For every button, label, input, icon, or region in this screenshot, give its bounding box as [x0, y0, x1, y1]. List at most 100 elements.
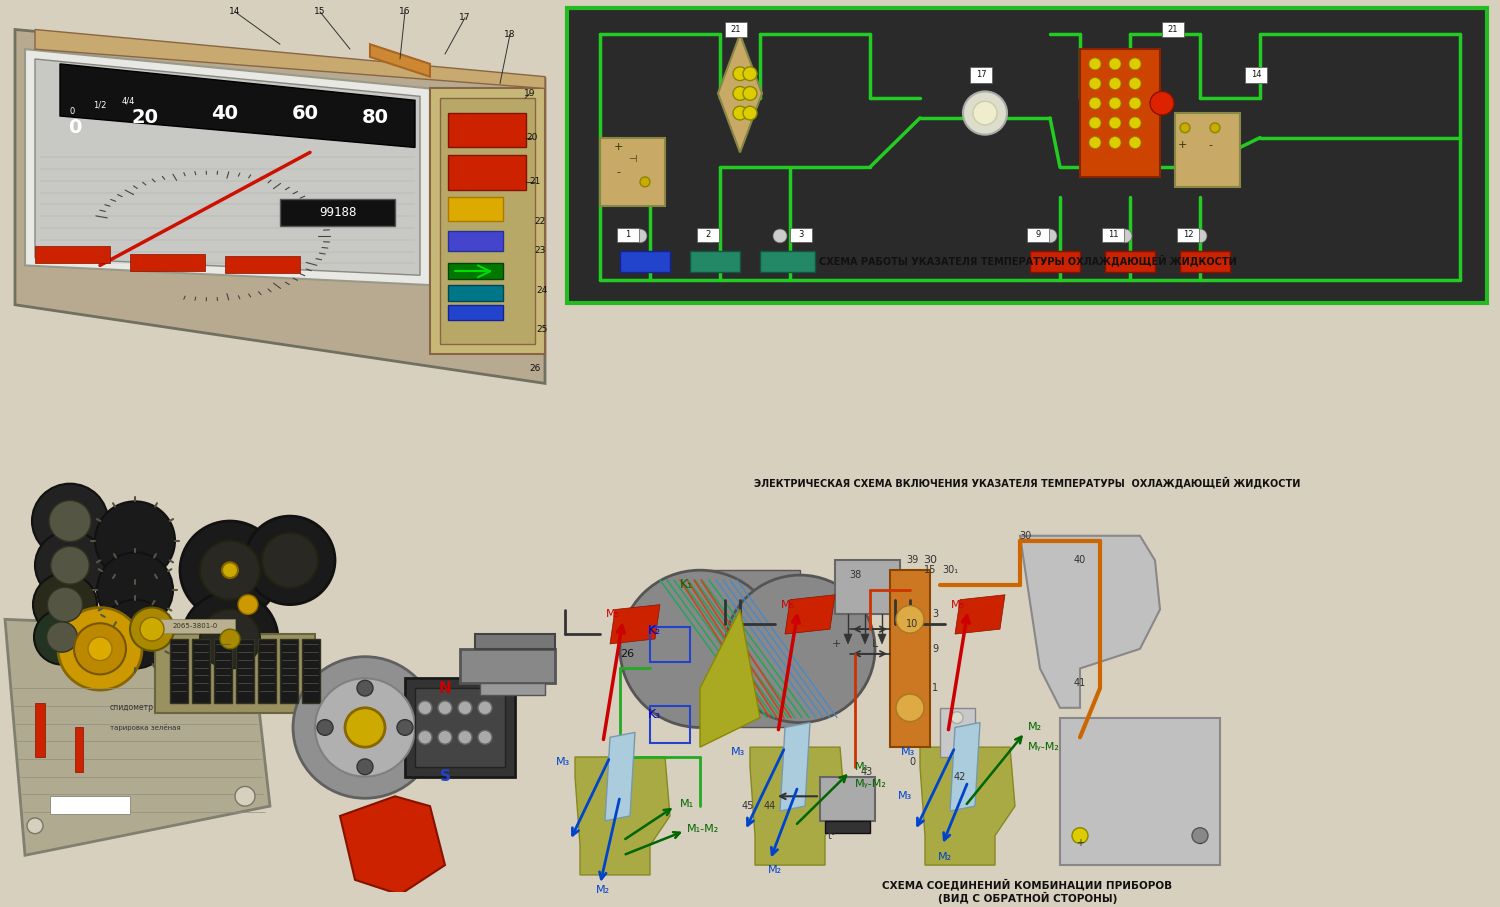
Circle shape [734, 67, 747, 81]
Bar [280, 639, 298, 703]
Circle shape [140, 618, 164, 641]
Text: 3: 3 [798, 230, 804, 239]
Text: +: + [614, 142, 622, 152]
Text: M₃: M₃ [898, 791, 912, 801]
Polygon shape [1020, 536, 1160, 707]
Circle shape [438, 701, 452, 715]
Circle shape [236, 786, 255, 806]
Bar [214, 639, 232, 703]
Bar [448, 305, 503, 320]
Text: 3: 3 [932, 610, 938, 619]
Circle shape [100, 600, 170, 668]
Bar [416, 688, 506, 766]
Bar [724, 22, 747, 37]
Bar [836, 561, 900, 614]
Circle shape [58, 608, 142, 690]
Text: 9: 9 [1035, 230, 1041, 239]
Text: 1/2: 1/2 [93, 101, 106, 110]
Text: Mᵧ-M₂: Mᵧ-M₂ [855, 779, 886, 789]
Polygon shape [861, 634, 868, 644]
Text: t°: t° [828, 831, 837, 841]
Text: ЭЛЕКТРИЧЕСКАЯ СХЕМА ВКЛЮЧЕНИЯ УКАЗАТЕЛЯ ТЕМПЕРАТУРЫ  ОХЛАЖДАЮЩЕЙ ЖИДКОСТИ: ЭЛЕКТРИЧЕСКАЯ СХЕМА ВКЛЮЧЕНИЯ УКАЗАТЕЛЯ … [754, 477, 1300, 489]
Text: M₃: M₃ [730, 747, 746, 757]
Text: 19: 19 [525, 89, 536, 98]
Circle shape [1042, 229, 1058, 243]
Bar [280, 199, 394, 226]
Circle shape [974, 102, 998, 125]
Text: 0: 0 [69, 118, 81, 137]
Circle shape [1089, 137, 1101, 149]
Circle shape [963, 92, 1006, 134]
Text: Mᵧ-M₂: Mᵧ-M₂ [1028, 742, 1060, 752]
Text: 30: 30 [922, 555, 938, 565]
Circle shape [315, 678, 416, 776]
Circle shape [1108, 78, 1120, 90]
Text: -: - [1208, 141, 1212, 151]
Text: M₂: M₂ [596, 884, 610, 894]
Bar [236, 639, 254, 703]
Circle shape [951, 712, 963, 724]
Text: 2065-3801-0: 2065-3801-0 [172, 623, 217, 629]
Circle shape [742, 106, 758, 120]
Text: 16: 16 [399, 7, 411, 16]
Circle shape [180, 521, 280, 619]
Circle shape [48, 588, 82, 622]
Polygon shape [844, 634, 852, 644]
Bar [567, 8, 1486, 303]
Polygon shape [610, 605, 660, 644]
Text: M₅: M₅ [782, 600, 795, 610]
Circle shape [51, 546, 90, 584]
Circle shape [33, 573, 98, 636]
Circle shape [46, 622, 78, 652]
Text: 42: 42 [954, 772, 966, 782]
Bar [1102, 228, 1124, 242]
Bar [405, 678, 514, 776]
Text: M₂: M₂ [768, 865, 782, 875]
Circle shape [1130, 78, 1142, 90]
Circle shape [704, 229, 717, 243]
Bar [1060, 717, 1220, 865]
Circle shape [74, 623, 126, 675]
Circle shape [896, 694, 924, 722]
Circle shape [182, 591, 278, 687]
Circle shape [50, 501, 92, 541]
Text: 21: 21 [730, 25, 741, 34]
Circle shape [1192, 828, 1208, 844]
Text: 14: 14 [230, 7, 240, 16]
Text: 2: 2 [705, 230, 711, 239]
Circle shape [220, 629, 240, 649]
Text: 22: 22 [534, 217, 546, 226]
Circle shape [1089, 97, 1101, 109]
Circle shape [200, 610, 260, 668]
Polygon shape [34, 59, 420, 275]
Text: 17: 17 [459, 14, 471, 22]
Circle shape [94, 502, 176, 580]
Text: 60: 60 [291, 103, 318, 122]
Text: M₁: M₁ [680, 799, 694, 809]
Text: 24: 24 [537, 286, 548, 295]
Bar [690, 250, 740, 272]
Circle shape [244, 516, 334, 605]
Bar [480, 683, 544, 695]
Circle shape [1072, 828, 1088, 844]
Text: M₂: M₂ [1028, 723, 1042, 733]
Bar [650, 706, 690, 743]
Bar [34, 246, 110, 263]
Circle shape [742, 86, 758, 101]
Polygon shape [340, 796, 446, 894]
Text: -: - [616, 167, 620, 177]
Bar [1180, 250, 1230, 272]
Text: +: + [831, 639, 840, 649]
Bar [760, 250, 814, 272]
Circle shape [724, 575, 874, 723]
Text: 26: 26 [620, 649, 634, 658]
Bar [476, 634, 555, 649]
Text: 30: 30 [1019, 531, 1031, 541]
Circle shape [200, 541, 260, 600]
Text: K₃: K₃ [648, 707, 662, 721]
Circle shape [896, 606, 924, 633]
Polygon shape [700, 610, 760, 747]
Polygon shape [574, 757, 670, 875]
Bar [1162, 22, 1184, 37]
Bar [790, 228, 812, 242]
